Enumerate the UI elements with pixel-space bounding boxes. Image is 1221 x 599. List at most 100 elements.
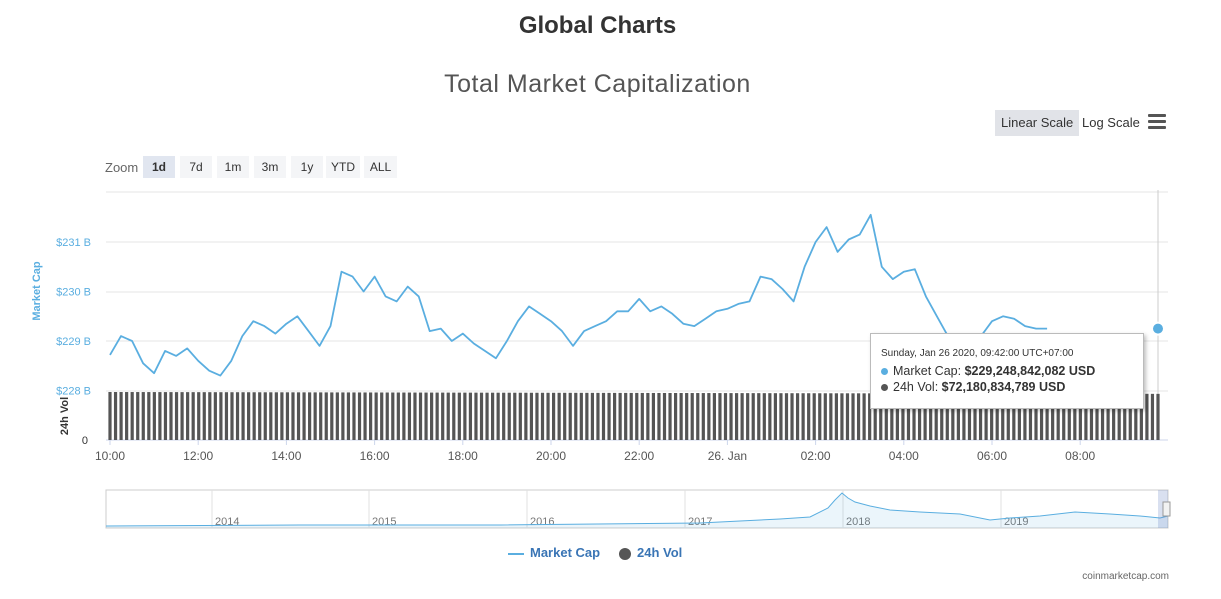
- volume-bar: [779, 393, 783, 440]
- volume-bar: [557, 392, 561, 440]
- volume-bar: [1067, 393, 1071, 440]
- navigator-line: [105, 492, 1169, 527]
- volume-bar: [773, 393, 777, 440]
- volume-bar: [1095, 393, 1099, 440]
- volume-bar: [446, 392, 450, 440]
- volume-bar: [457, 392, 461, 440]
- volume-bar: [1023, 393, 1027, 440]
- x-tick-label: 18:00: [448, 449, 478, 463]
- volume-bar: [940, 393, 944, 440]
- zoom-1m-button[interactable]: 1m: [217, 156, 249, 178]
- zoom-1d-button[interactable]: 1d: [143, 156, 175, 178]
- volume-bar: [723, 393, 728, 440]
- page-title: Global Charts: [518, 12, 677, 39]
- market-cap-series: [109, 213, 1165, 377]
- volume-bar: [1001, 393, 1005, 440]
- volume-bar: [967, 393, 972, 440]
- legend-24h-vol[interactable]: 24h Vol: [619, 545, 682, 560]
- volume-bar: [180, 392, 184, 440]
- volume-bar: [518, 392, 522, 440]
- volume-bar: [186, 392, 190, 440]
- x-tick-label: 02:00: [801, 449, 831, 463]
- volume-bar: [990, 393, 994, 440]
- volume-bar: [1028, 393, 1033, 440]
- volume-bar: [191, 392, 195, 440]
- linear-scale-button[interactable]: Linear Scale: [995, 110, 1080, 136]
- volume-bar: [823, 393, 827, 440]
- tooltip-volume-row: 24h Vol: $72,180,834,789 USD: [881, 380, 1065, 394]
- volume-bar: [1045, 393, 1049, 440]
- tooltip-volume-label: 24h Vol:: [893, 380, 942, 394]
- volume-bar: [296, 392, 301, 440]
- volume-bar: [551, 392, 556, 440]
- tooltip: Sunday, Jan 26 2020, 09:42:00 UTC+07:00 …: [870, 333, 1144, 409]
- volume-bar: [197, 392, 201, 440]
- volume-bar: [485, 392, 489, 440]
- volume-bar: [746, 393, 750, 440]
- volume-bar: [507, 392, 511, 440]
- volume-bar: [363, 392, 367, 440]
- navigator-tick-label: 2017: [688, 516, 712, 528]
- volume-bar: [1006, 393, 1010, 440]
- volume-bar: [108, 392, 112, 440]
- volume-bar: [840, 393, 844, 440]
- volume-bar: [291, 392, 295, 440]
- volume-bar: [1150, 393, 1155, 440]
- zoom-3m-button[interactable]: 3m: [254, 156, 286, 178]
- volume-bar: [125, 392, 129, 440]
- volume-bar: [618, 392, 622, 440]
- hamburger-menu-icon[interactable]: [1148, 114, 1166, 130]
- volume-bar: [856, 393, 861, 440]
- circle-legend-icon: [619, 547, 631, 560]
- chart-title: Total Market Capitalization: [444, 70, 751, 98]
- zoom-7d-button[interactable]: 7d: [180, 156, 212, 178]
- legend-24h-vol-label: 24h Vol: [637, 545, 683, 560]
- legend-market-cap-label: Market Cap: [530, 545, 601, 560]
- volume-bar: [729, 393, 733, 440]
- volume-bar: [762, 393, 766, 440]
- log-scale-button[interactable]: Log Scale: [1082, 115, 1140, 130]
- volume-bar: [790, 393, 794, 440]
- volume-bar: [247, 392, 251, 440]
- volume-bars: [108, 392, 1160, 440]
- volume-bar: [341, 392, 345, 440]
- volume-bar: [352, 392, 356, 440]
- volume-bar: [801, 393, 805, 440]
- volume-bar: [418, 392, 423, 440]
- volume-bar: [585, 392, 589, 440]
- volume-bar: [1073, 393, 1077, 440]
- volume-bar: [1051, 393, 1055, 440]
- volume-bar: [147, 392, 151, 440]
- zoom-1y-button[interactable]: 1y: [291, 156, 323, 178]
- zoom-all-button[interactable]: ALL: [364, 156, 397, 178]
- volume-bar: [901, 393, 905, 440]
- volume-bar: [579, 392, 583, 440]
- volume-bar: [430, 392, 434, 440]
- volume-bar: [441, 392, 445, 440]
- volume-bar: [934, 393, 938, 440]
- volume-bar: [640, 392, 644, 440]
- volume-bar: [951, 393, 955, 440]
- navigator-handle[interactable]: [1162, 501, 1171, 517]
- volume-bar: [1012, 393, 1016, 440]
- volume-bar: [734, 393, 739, 440]
- legend-market-cap[interactable]: Market Cap: [508, 545, 600, 560]
- tooltip-volume-value: $72,180,834,789 USD: [941, 380, 1066, 394]
- volume-bar: [280, 392, 284, 440]
- volume-bar: [696, 393, 700, 440]
- tooltip-market-cap-label: Market Cap:: [893, 364, 965, 378]
- market-cap-dot-icon: [881, 368, 888, 376]
- volume-bar: [413, 392, 417, 440]
- volume-bar: [890, 393, 894, 440]
- volume-dot-icon: [881, 384, 888, 392]
- volume-bar: [784, 393, 789, 440]
- credit-link[interactable]: coinmarketcap.com: [1082, 571, 1169, 582]
- y-tick-label: $228 B: [56, 386, 91, 398]
- volume-bar: [879, 393, 883, 440]
- volume-bar: [130, 392, 134, 440]
- zoom-ytd-button[interactable]: YTD: [326, 156, 360, 178]
- volume-bar: [269, 392, 273, 440]
- x-tick-label: 22:00: [624, 449, 654, 463]
- volume-bar: [452, 392, 456, 440]
